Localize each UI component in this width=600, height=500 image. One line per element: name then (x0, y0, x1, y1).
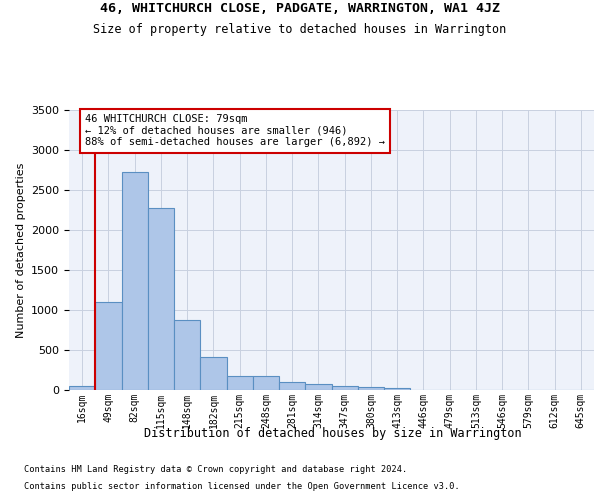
Bar (174, 320, 200, 390)
Text: 46, WHITCHURCH CLOSE, PADGATE, WARRINGTON, WA1 4JZ: 46, WHITCHURCH CLOSE, PADGATE, WARRINGTO… (100, 2, 500, 16)
Bar (95, 302, 121, 390)
Text: Distribution of detached houses by size in Warrington: Distribution of detached houses by size … (144, 428, 522, 440)
Text: 46 WHITCHURCH CLOSE: 79sqm
← 12% of detached houses are smaller (946)
88% of sem: 46 WHITCHURCH CLOSE: 79sqm ← 12% of deta… (85, 114, 385, 148)
Bar (253, 376, 279, 390)
Y-axis label: Number of detached properties: Number of detached properties (16, 162, 26, 338)
Bar (121, 172, 148, 390)
Bar (148, 208, 174, 390)
Bar (279, 382, 305, 390)
Bar (384, 388, 410, 390)
Bar (69, 386, 95, 390)
Bar (331, 386, 358, 390)
Text: Contains HM Land Registry data © Crown copyright and database right 2024.: Contains HM Land Registry data © Crown c… (24, 465, 407, 474)
Bar (200, 357, 227, 390)
Text: Contains public sector information licensed under the Open Government Licence v3: Contains public sector information licen… (24, 482, 460, 491)
Bar (358, 387, 384, 390)
Text: Size of property relative to detached houses in Warrington: Size of property relative to detached ho… (94, 22, 506, 36)
Bar (305, 384, 331, 390)
Bar (227, 376, 253, 390)
